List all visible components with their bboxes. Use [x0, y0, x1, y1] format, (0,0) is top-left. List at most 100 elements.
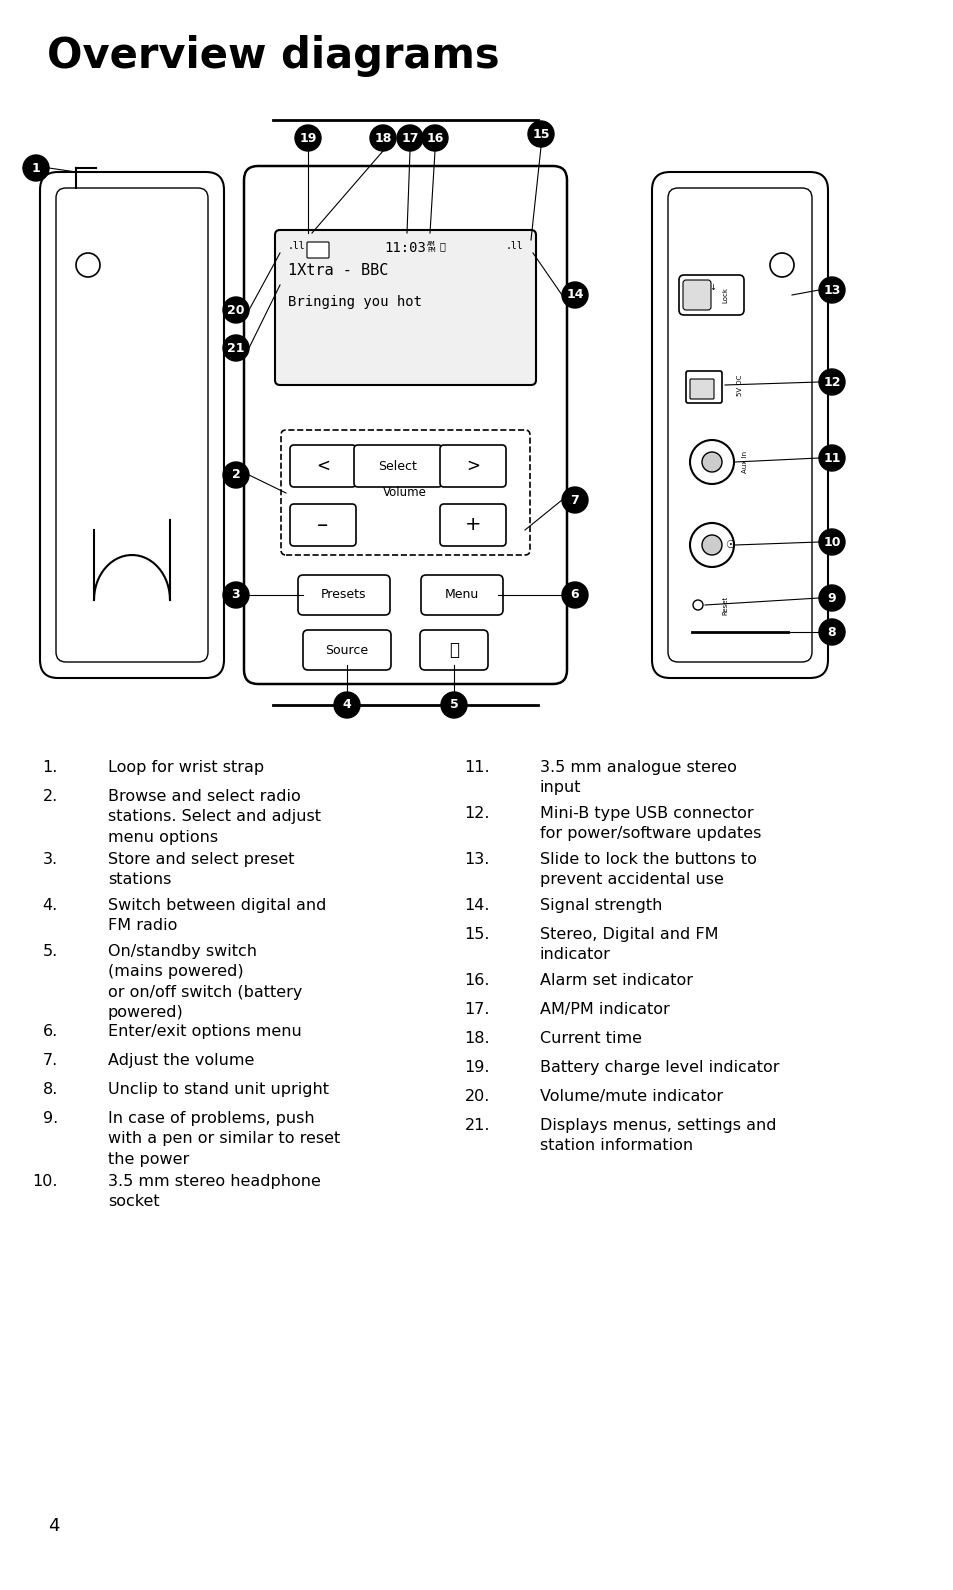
Circle shape: [370, 126, 395, 151]
Text: Alarm set indicator: Alarm set indicator: [539, 973, 692, 987]
Text: 18.: 18.: [464, 1030, 490, 1046]
Text: Switch between digital and
FM radio: Switch between digital and FM radio: [108, 898, 326, 933]
Text: Signal strength: Signal strength: [539, 898, 661, 913]
Circle shape: [818, 619, 844, 646]
Circle shape: [689, 440, 733, 483]
Text: 12: 12: [822, 375, 840, 388]
Text: AM/PM indicator: AM/PM indicator: [539, 1002, 669, 1018]
Text: Lock: Lock: [721, 288, 727, 304]
Circle shape: [692, 599, 702, 611]
Circle shape: [818, 369, 844, 394]
Text: Battery charge level indicator: Battery charge level indicator: [539, 1061, 779, 1075]
FancyBboxPatch shape: [667, 188, 811, 661]
Text: >: >: [465, 456, 479, 475]
FancyBboxPatch shape: [307, 242, 329, 258]
Circle shape: [818, 585, 844, 611]
Text: 3.5 mm stereo headphone
socket: 3.5 mm stereo headphone socket: [108, 1173, 320, 1210]
Circle shape: [561, 281, 587, 308]
Text: ⏻: ⏻: [449, 641, 458, 658]
Text: 8.: 8.: [43, 1083, 58, 1097]
Text: –: –: [317, 515, 328, 534]
Text: Presets: Presets: [321, 588, 366, 601]
Text: 5: 5: [449, 698, 457, 711]
Text: 7: 7: [570, 493, 578, 507]
Circle shape: [561, 487, 587, 514]
FancyBboxPatch shape: [290, 504, 355, 545]
Text: ⏰: ⏰: [439, 242, 445, 251]
Text: 3: 3: [232, 588, 240, 601]
Circle shape: [421, 126, 448, 151]
Text: Enter/exit options menu: Enter/exit options menu: [108, 1024, 301, 1038]
Text: Loop for wrist strap: Loop for wrist strap: [108, 760, 264, 774]
Text: Stereo, Digital and FM
indicator: Stereo, Digital and FM indicator: [539, 927, 718, 962]
FancyBboxPatch shape: [689, 378, 713, 399]
Circle shape: [223, 463, 249, 488]
FancyBboxPatch shape: [303, 630, 391, 669]
Text: 19.: 19.: [464, 1061, 490, 1075]
FancyBboxPatch shape: [244, 165, 566, 684]
FancyBboxPatch shape: [56, 188, 208, 661]
Text: 11.: 11.: [464, 760, 490, 774]
Text: In case of problems, push
with a pen or similar to reset
the power: In case of problems, push with a pen or …: [108, 1111, 340, 1167]
Circle shape: [818, 277, 844, 304]
Circle shape: [223, 335, 249, 361]
Circle shape: [527, 121, 554, 146]
Text: Browse and select radio
stations. Select and adjust
menu options: Browse and select radio stations. Select…: [108, 789, 320, 844]
Circle shape: [76, 253, 100, 277]
Text: Overview diagrams: Overview diagrams: [47, 35, 499, 76]
Circle shape: [440, 692, 467, 719]
Text: 4: 4: [48, 1517, 59, 1534]
Text: ☉: ☉: [724, 541, 734, 550]
Text: 2.: 2.: [43, 789, 58, 805]
Text: Adjust the volume: Adjust the volume: [108, 1053, 254, 1068]
Text: 19: 19: [299, 132, 316, 145]
Text: 9: 9: [827, 591, 836, 604]
Text: Menu: Menu: [444, 588, 478, 601]
Text: On/standby switch
(mains powered)
or on/off switch (battery
powered): On/standby switch (mains powered) or on/…: [108, 944, 302, 1021]
FancyBboxPatch shape: [419, 630, 488, 669]
Text: 15: 15: [532, 127, 549, 140]
Text: Store and select preset
stations: Store and select preset stations: [108, 852, 294, 887]
FancyBboxPatch shape: [354, 445, 441, 487]
Text: 2: 2: [232, 469, 240, 482]
FancyBboxPatch shape: [439, 445, 505, 487]
Text: 14: 14: [566, 288, 583, 302]
Text: Displays menus, settings and
station information: Displays menus, settings and station inf…: [539, 1118, 776, 1153]
Text: 13.: 13.: [464, 852, 490, 867]
FancyBboxPatch shape: [679, 275, 743, 315]
Text: 1Xtra - BBC: 1Xtra - BBC: [288, 262, 388, 278]
FancyBboxPatch shape: [439, 504, 505, 545]
Text: Bringing you hot: Bringing you hot: [288, 296, 421, 308]
Text: Select: Select: [378, 460, 417, 472]
Text: 21.: 21.: [464, 1118, 490, 1134]
Text: 16: 16: [426, 132, 443, 145]
Text: Slide to lock the buttons to
prevent accidental use: Slide to lock the buttons to prevent acc…: [539, 852, 756, 887]
Text: 4.: 4.: [43, 898, 58, 913]
Text: Reset: Reset: [721, 595, 727, 615]
Circle shape: [818, 529, 844, 555]
Text: 3.: 3.: [43, 852, 58, 867]
Text: AM
PM: AM PM: [427, 242, 435, 253]
Text: 5.: 5.: [43, 944, 58, 959]
Text: 11:03: 11:03: [384, 242, 425, 254]
Text: 20.: 20.: [464, 1089, 490, 1103]
Text: 6: 6: [570, 588, 578, 601]
Text: 17.: 17.: [464, 1002, 490, 1018]
FancyBboxPatch shape: [40, 172, 224, 677]
Text: 10.: 10.: [32, 1173, 58, 1189]
Circle shape: [701, 452, 721, 472]
Text: 21: 21: [227, 342, 245, 355]
Text: 5V DC: 5V DC: [737, 374, 742, 396]
Text: ↓: ↓: [709, 283, 716, 291]
Text: 10: 10: [822, 536, 840, 549]
Circle shape: [769, 253, 793, 277]
Text: 15.: 15.: [464, 927, 490, 941]
FancyBboxPatch shape: [682, 280, 710, 310]
Text: 17: 17: [401, 132, 418, 145]
Circle shape: [689, 523, 733, 568]
Circle shape: [701, 534, 721, 555]
FancyBboxPatch shape: [274, 231, 536, 385]
Text: 9.: 9.: [43, 1111, 58, 1126]
Text: 1: 1: [31, 162, 40, 175]
Text: 14.: 14.: [464, 898, 490, 913]
